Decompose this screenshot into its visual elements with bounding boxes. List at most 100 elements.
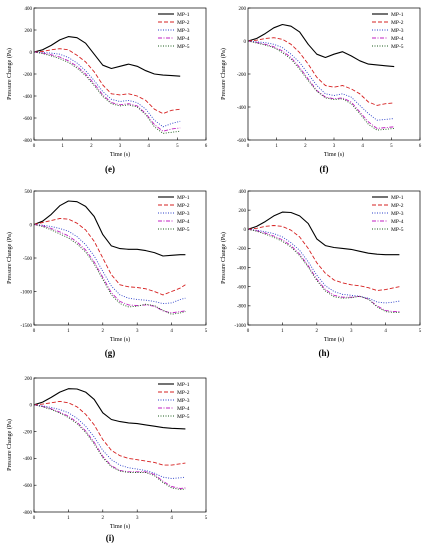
legend-label-mp-2: MP-2 — [177, 390, 190, 396]
y-tick-label: -600 — [237, 286, 247, 291]
series-line-mp-1 — [33, 36, 181, 77]
x-axis-label: Time (s) — [110, 151, 130, 158]
y-tick-label: -200 — [237, 73, 247, 78]
x-tick-label: 6 — [419, 144, 422, 149]
series-line-mp-2 — [33, 48, 181, 115]
y-tick-label: 0 — [30, 404, 33, 409]
series-line-mp-5 — [247, 228, 400, 314]
legend-label-mp-1: MP-1 — [391, 195, 404, 201]
y-tick-label: -500 — [23, 257, 33, 262]
y-axis-label: Pressure Change (Pa) — [220, 48, 227, 100]
y-tick-label: 0 — [30, 223, 33, 228]
y-tick-label: -600 — [237, 139, 247, 144]
y-tick-label: -1000 — [234, 324, 246, 329]
x-tick-label: 4 — [147, 144, 150, 149]
x-tick-label: 4 — [384, 329, 387, 334]
x-tick-label: 2 — [102, 516, 105, 521]
series-line-mp-2 — [247, 37, 395, 106]
legend-label-mp-5: MP-5 — [391, 227, 404, 233]
x-tick-label: 2 — [304, 144, 307, 149]
x-tick-label: 5 — [205, 516, 208, 521]
legend-label-mp-2: MP-2 — [391, 203, 404, 209]
x-tick-label: 2 — [316, 329, 319, 334]
line-chart-h: 0 1 2 3 4 5 -1000 -800 -600 -400 -200 0 200 400 Time (… — [220, 190, 422, 343]
panel-label-g: (g) — [104, 348, 116, 358]
y-tick-label: -1500 — [20, 324, 32, 329]
x-tick-label: 1 — [61, 144, 64, 149]
legend-label-mp-4: MP-4 — [391, 36, 404, 42]
y-tick-label: -800 — [237, 305, 247, 310]
line-chart-e: 0 1 2 3 4 5 6 -800 -600 -400 -200 0 200 400 Time (s) Pr… — [6, 7, 208, 158]
series-line-mp-5 — [33, 224, 186, 315]
legend-label-mp-3: MP-3 — [391, 211, 404, 217]
legend-label-mp-2: MP-2 — [391, 20, 404, 26]
legend-label-mp-5: MP-5 — [177, 44, 190, 50]
legend-label-mp-4: MP-4 — [177, 406, 190, 412]
x-tick-label: 2 — [102, 329, 105, 334]
legend-label-mp-1: MP-1 — [391, 12, 404, 18]
y-tick-label: -400 — [23, 457, 33, 462]
y-tick-label: 400 — [239, 190, 247, 195]
x-tick-label: 3 — [119, 144, 122, 149]
y-tick-label: -400 — [237, 106, 247, 111]
panel-label-f: (f) — [319, 164, 329, 174]
x-tick-label: 3 — [136, 516, 139, 521]
y-axis-label: Pressure Change (Pa) — [220, 232, 227, 284]
series-line-mp-3 — [247, 228, 400, 304]
y-tick-label: -200 — [23, 73, 33, 78]
x-axis-label: Time (s) — [110, 336, 130, 343]
x-tick-label: 5 — [419, 329, 422, 334]
x-tick-label: 0 — [33, 144, 36, 149]
plot-frame — [247, 190, 421, 326]
chart-panel-h: 0 1 2 3 4 5 -1000 -800 -600 -400 -200 0 200 400 Time (… — [218, 183, 426, 361]
y-tick-label: 0 — [244, 228, 247, 233]
line-chart-f: 0 1 2 3 4 5 6 -600 -400 -200 0 200 Time (s) Pressure … — [220, 7, 422, 158]
x-tick-label: 4 — [170, 329, 173, 334]
y-tick-label: 400 — [25, 7, 33, 12]
legend-label-mp-1: MP-1 — [177, 12, 190, 18]
legend-label-mp-3: MP-3 — [391, 28, 404, 34]
x-tick-label: 3 — [136, 329, 139, 334]
y-tick-label: 0 — [244, 40, 247, 45]
x-tick-label: 0 — [247, 329, 250, 334]
y-tick-label: 200 — [239, 209, 247, 214]
panel-label-h: (h) — [318, 348, 330, 358]
x-tick-label: 4 — [361, 144, 364, 149]
legend-label-mp-5: MP-5 — [177, 414, 190, 420]
line-chart-i: 0 1 2 3 4 5 -800 -600 -400 -200 0 200 Time (s) Pressu… — [6, 377, 208, 530]
x-tick-label: 3 — [333, 144, 336, 149]
series-line-mp-1 — [33, 200, 186, 257]
y-tick-label: -600 — [23, 484, 33, 489]
series-line-mp-2 — [247, 225, 400, 291]
y-tick-label: -800 — [23, 139, 33, 144]
y-tick-label: -200 — [237, 247, 247, 252]
x-tick-label: 1 — [275, 144, 278, 149]
x-tick-label: 5 — [205, 329, 208, 334]
legend-label-mp-5: MP-5 — [391, 44, 404, 50]
y-tick-label: -600 — [23, 117, 33, 122]
legend-label-mp-5: MP-5 — [177, 227, 190, 233]
series-line-mp-4 — [33, 404, 186, 489]
legend-label-mp-1: MP-1 — [177, 195, 190, 201]
legend-label-mp-3: MP-3 — [177, 398, 190, 404]
panel-label-e: (e) — [105, 164, 115, 174]
x-tick-label: 1 — [67, 516, 70, 521]
x-tick-label: 6 — [205, 144, 208, 149]
legend-label-mp-4: MP-4 — [177, 219, 190, 225]
legend-label-mp-3: MP-3 — [177, 28, 190, 34]
line-chart-g: 0 1 2 3 4 5 -1500 -1000 -500 0 500 Time (s) Pressure… — [6, 190, 208, 343]
x-tick-label: 5 — [390, 144, 393, 149]
y-tick-label: 200 — [25, 29, 33, 34]
y-tick-label: -400 — [237, 266, 247, 271]
x-tick-label: 3 — [350, 329, 353, 334]
series-line-mp-2 — [33, 400, 186, 466]
series-line-mp-4 — [247, 40, 395, 129]
series-line-mp-1 — [247, 211, 400, 256]
series-line-mp-4 — [33, 51, 181, 132]
x-tick-label: 0 — [247, 144, 250, 149]
legend-label-mp-3: MP-3 — [177, 211, 190, 217]
series-line-mp-1 — [33, 388, 186, 430]
y-tick-label: 200 — [239, 7, 247, 12]
legend-label-mp-1: MP-1 — [177, 382, 190, 388]
series-line-mp-5 — [247, 40, 395, 131]
